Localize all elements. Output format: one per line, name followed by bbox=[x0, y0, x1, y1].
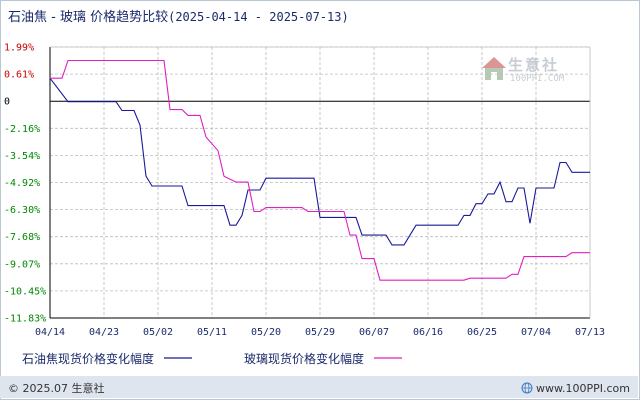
y-tick-label: -7.68% bbox=[4, 232, 40, 243]
legend-item-petroleum-coke: 石油焦现货价格变化幅度 bbox=[22, 350, 192, 367]
y-tick-label: -9.07% bbox=[4, 259, 40, 270]
x-tick-label: 05/20 bbox=[251, 327, 281, 338]
y-tick-label: 1.99% bbox=[4, 43, 34, 54]
y-tick-label: -6.30% bbox=[4, 205, 40, 216]
x-tick-label: 07/04 bbox=[521, 327, 551, 338]
y-tick-label: -3.54% bbox=[4, 151, 40, 162]
copyright: © 2025.07 生意社 bbox=[8, 382, 105, 395]
grid-lines bbox=[50, 46, 590, 319]
x-tick-label: 04/23 bbox=[89, 327, 119, 338]
x-tick-label: 05/29 bbox=[305, 327, 335, 338]
x-tick-label: 07/13 bbox=[575, 327, 605, 338]
title-text: 石油焦 - 玻璃 价格趋势比较 bbox=[8, 10, 169, 25]
legend-label: 玻璃现货价格变化幅度 bbox=[244, 352, 365, 366]
footer: © 2025.07 生意社 www.100PPI.com bbox=[0, 376, 638, 398]
y-tick-label: 0 bbox=[4, 97, 10, 108]
x-tick-labels: 04/14 04/23 05/02 05/11 05/20 05/29 06/07 06/16… bbox=[35, 327, 605, 338]
globe-icon bbox=[521, 382, 533, 394]
x-tick-label: 05/11 bbox=[197, 327, 227, 338]
legend-item-glass: 玻璃现货价格变化幅度 bbox=[244, 350, 402, 367]
axes bbox=[49, 46, 591, 319]
x-tick-label: 06/07 bbox=[359, 327, 389, 338]
house-logo-icon bbox=[482, 57, 506, 80]
watermark: 生意社 100PPI.COM bbox=[480, 54, 580, 90]
legend-swatch bbox=[373, 357, 402, 359]
x-tick-label: 05/02 bbox=[143, 327, 173, 338]
legend-label: 石油焦现货价格变化幅度 bbox=[22, 352, 155, 366]
x-tick-label: 06/16 bbox=[413, 327, 443, 338]
watermark-url: 100PPI.COM bbox=[510, 74, 565, 84]
y-tick-label: -2.16% bbox=[4, 124, 40, 135]
watermark-name: 生意社 bbox=[508, 56, 560, 74]
y-tick-labels: 1.99% 0.61% 0 -2.16% -3.54% -4.92% -6.30% -7.68… bbox=[4, 43, 46, 325]
chart-title: 石油焦 - 玻璃 价格趋势比较(2025-04-14 - 2025-07-13) bbox=[8, 6, 349, 25]
site-link[interactable]: www.100PPI.com bbox=[521, 380, 630, 395]
y-tick-label: 0.61% bbox=[4, 70, 34, 81]
site-url: www.100PPI.com bbox=[536, 382, 630, 395]
series-lines bbox=[49, 59, 590, 281]
x-tick-label: 06/25 bbox=[467, 327, 497, 338]
x-tick-label: 04/14 bbox=[35, 327, 65, 338]
y-tick-label: -11.83% bbox=[4, 314, 46, 325]
y-tick-label: -10.45% bbox=[4, 286, 46, 297]
series-line-petroleum-coke bbox=[49, 77, 590, 246]
date-range: (2025-04-14 - 2025-07-13) bbox=[168, 10, 349, 24]
legend-swatch bbox=[163, 357, 192, 359]
series-line-glass bbox=[50, 59, 590, 281]
y-tick-label: -4.92% bbox=[4, 178, 40, 189]
